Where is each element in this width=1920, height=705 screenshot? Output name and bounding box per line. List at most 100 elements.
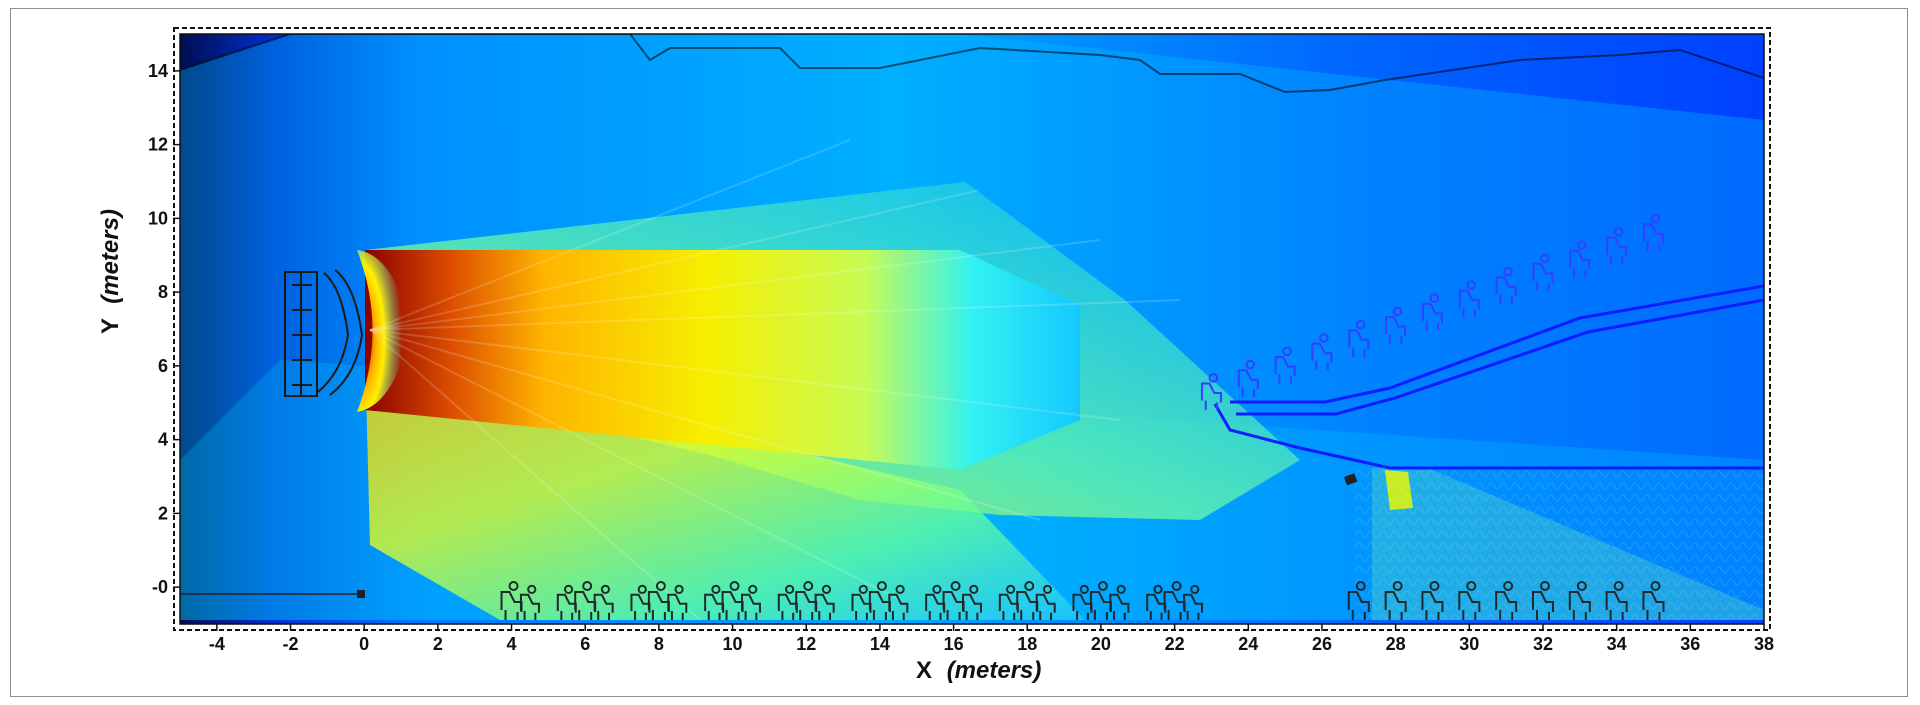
seat-head [1466, 280, 1477, 290]
seat-head [1613, 581, 1624, 591]
seat-head [1282, 346, 1292, 357]
seat-head [1576, 240, 1587, 250]
seat-head [1355, 319, 1366, 330]
y-tick-label: 12 [148, 135, 168, 155]
seat-shape [1421, 591, 1444, 620]
seat-row-back [1347, 581, 1665, 620]
x-tick-label: 22 [1165, 634, 1185, 654]
seat-shape [1458, 289, 1480, 318]
speaker-array-grid-left [292, 284, 312, 386]
seat-head [932, 584, 942, 595]
speaker-array-curve-right [329, 269, 364, 396]
seat-shape [1606, 236, 1628, 265]
seat-head [1208, 373, 1219, 383]
seat-head [1024, 581, 1035, 591]
seat-shape [630, 593, 651, 620]
seat-head [1576, 581, 1587, 591]
seat-shape [1531, 591, 1554, 620]
seat-shape [1385, 316, 1407, 344]
seat-head [1613, 227, 1624, 237]
seat-shape [556, 593, 577, 620]
dashed-plot-frame [173, 27, 1771, 631]
y-tick-label: 6 [158, 356, 168, 376]
left-speaker-array [284, 269, 364, 397]
seat-head [1392, 306, 1403, 317]
seat-shape [1274, 355, 1296, 384]
seat-shape [1569, 249, 1591, 278]
seat-head [1466, 581, 1477, 591]
seat-shape [1109, 593, 1130, 620]
seat-head [563, 584, 574, 595]
x-tick-label: 16 [944, 634, 964, 654]
x-tick-label: 30 [1459, 634, 1479, 654]
seat-shape [1458, 591, 1481, 620]
seat-shape [1347, 591, 1370, 620]
seat-shape [1568, 591, 1591, 620]
x-tick-label: 18 [1017, 634, 1037, 654]
x-axis-unit: (meters) [947, 657, 1042, 684]
seat-head [1171, 581, 1182, 591]
seat-shape [962, 593, 982, 620]
lower-fan-beam [366, 390, 1085, 620]
seat-head [711, 584, 721, 595]
seat-shape [814, 593, 835, 620]
seat-head [1539, 581, 1550, 591]
x-tick-label: 24 [1238, 634, 1258, 654]
seat-head [1503, 581, 1514, 591]
x-tick-label: 4 [507, 634, 517, 654]
seat-shape [1183, 593, 1204, 620]
x-tick-label: 2 [433, 634, 443, 654]
x-tick-label: 32 [1533, 634, 1553, 654]
y-tick-label: 2 [158, 503, 168, 523]
seat-head [1650, 213, 1661, 224]
plot-layer [180, 34, 1764, 624]
seat-shape [777, 593, 798, 620]
seat-head [1392, 581, 1403, 591]
seat-head [1540, 253, 1550, 264]
seat-shape [667, 593, 688, 620]
seat-head [1097, 581, 1108, 591]
seat-head [969, 584, 979, 595]
seat-head [895, 584, 905, 595]
seat-head [1429, 293, 1440, 303]
x-tick-label: 14 [870, 634, 890, 654]
x-tick-label: 6 [580, 634, 590, 654]
seat-head [1245, 359, 1255, 370]
seat-shape [1072, 593, 1093, 620]
x-tick-label: -4 [209, 634, 225, 654]
y-tick-label: -0 [152, 577, 168, 597]
seat-head [600, 584, 611, 595]
seat-head [1006, 584, 1016, 595]
balcony-outline [1213, 284, 1764, 470]
x-tick-label: 8 [654, 634, 664, 654]
x-tick-label: 20 [1091, 634, 1111, 654]
seat-head [508, 581, 519, 591]
x-axis-main: X [916, 657, 932, 684]
seat-head [876, 581, 887, 591]
seat-shape [704, 593, 725, 620]
seat-shape [888, 593, 909, 620]
seat-head [655, 581, 666, 591]
y-tick-label: 10 [148, 208, 168, 228]
seat-head [1042, 584, 1053, 595]
seat-row-balcony [1200, 213, 1664, 411]
seat-shape [1237, 369, 1259, 397]
seat-head [1503, 266, 1513, 277]
seat-head [821, 584, 832, 595]
source-hotspot [357, 250, 410, 412]
seat-shape [998, 593, 1019, 620]
seat-head [1319, 333, 1329, 343]
seat-shape [1421, 302, 1443, 331]
seat-shape [1348, 329, 1370, 358]
seat-head [1116, 584, 1126, 595]
seat-shape [519, 593, 540, 620]
seat-shape [1605, 591, 1628, 620]
seat-shape [1495, 591, 1518, 620]
seat-head [748, 584, 758, 595]
seat-head [637, 584, 647, 595]
x-ticks: -4 -2 0 2 4 6 8 10 12 14 16 18 20 22 24 26 28 30 32 34 36 38 [209, 624, 1774, 654]
seat-shape [1495, 276, 1517, 304]
seat-shape [1200, 382, 1222, 411]
x-tick-label: 0 [359, 634, 369, 654]
